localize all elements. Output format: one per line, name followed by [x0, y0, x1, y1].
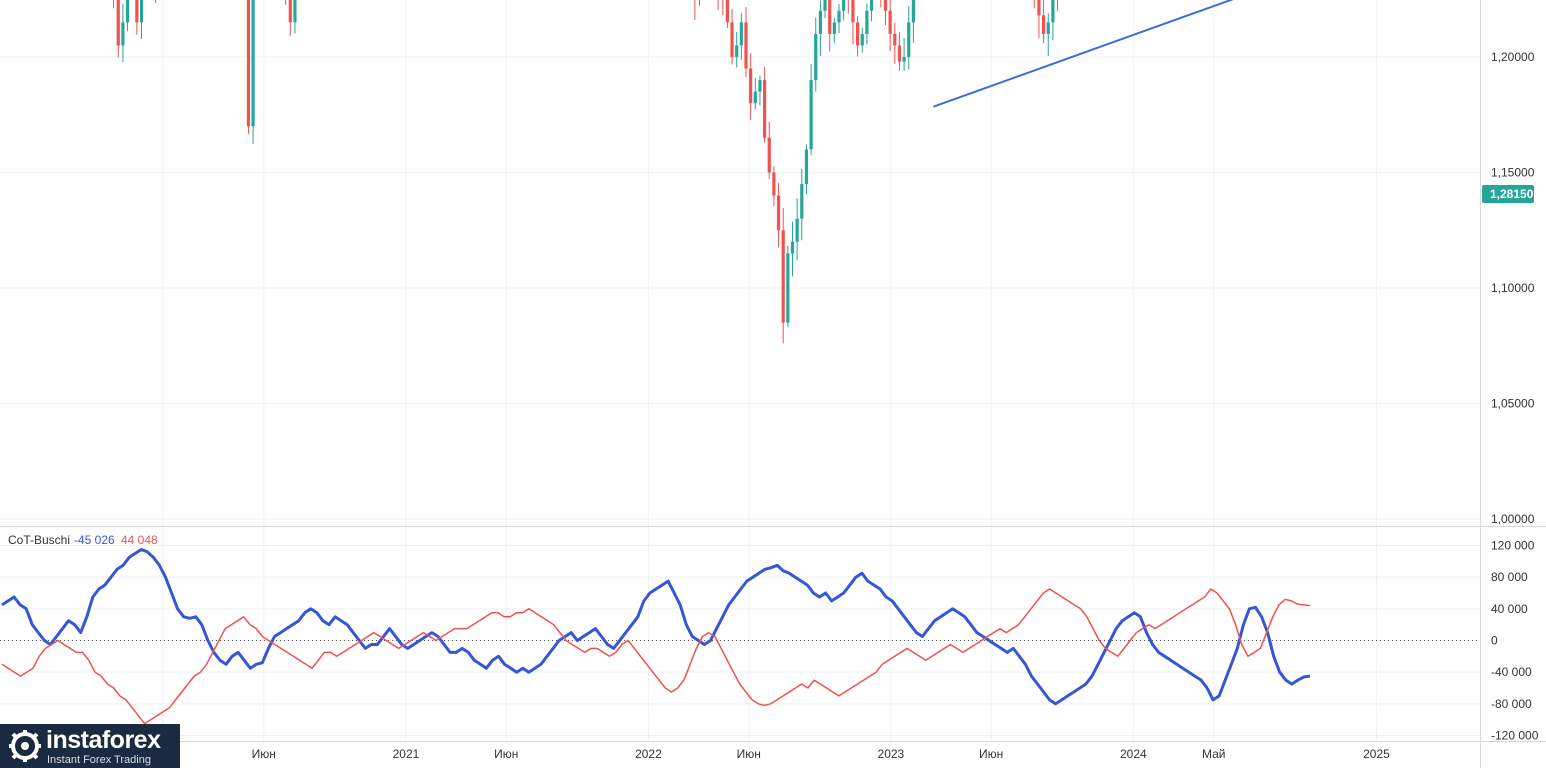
candle-body	[246, 0, 251, 127]
candle-body	[893, 33, 897, 46]
cot-line-red	[1, 588, 1311, 725]
candle-body	[1051, 0, 1055, 23]
candle-body	[795, 218, 799, 242]
time-tick-label: Июн	[494, 747, 518, 761]
candle-body	[800, 184, 804, 219]
grid	[0, 0, 1480, 741]
candle-body	[730, 22, 734, 58]
time-tick-label: 2024	[1120, 747, 1147, 761]
candle-body	[1046, 22, 1050, 34]
candle-body	[763, 80, 767, 138]
candle-body	[897, 45, 902, 62]
last-price-badge	[1482, 185, 1534, 203]
logo-tagline: Instant Forex Trading	[47, 754, 151, 766]
candle-body	[902, 57, 906, 62]
price-tick-label: 1,20000	[1491, 50, 1535, 64]
candle-body	[888, 10, 892, 34]
candle-body	[758, 80, 762, 92]
candle-body	[851, 0, 855, 23]
candle-body	[125, 0, 130, 23]
osc-tick-label: -40 000	[1491, 665, 1532, 679]
time-tick-label: 2023	[878, 747, 905, 761]
candle-body	[776, 195, 781, 231]
candle-body	[786, 253, 790, 323]
cot-line-blue	[1, 548, 1311, 706]
candle-body	[1037, 0, 1041, 16]
candle-body	[251, 0, 255, 127]
time-tick-label: Июн	[979, 747, 1003, 761]
candle-body	[790, 241, 795, 254]
time-tick-label: 2025	[1363, 747, 1390, 761]
osc-tick-label: 120 000	[1491, 539, 1535, 553]
candle-body	[883, 0, 888, 11]
last-price-marker: 1,28150	[1482, 185, 1534, 203]
candle-body	[865, 10, 869, 34]
candle-body	[837, 10, 841, 23]
osc-tick-label: -120 000	[1491, 729, 1539, 743]
candle-body	[735, 45, 739, 57]
legend-value-blue: -45 026	[74, 533, 115, 547]
legend-value-red: 44 048	[121, 533, 158, 547]
candle-body	[823, 0, 827, 11]
osc-tick-label: 80 000	[1491, 570, 1528, 584]
logo-icon	[9, 730, 41, 762]
last-price-label: 1,28150	[1490, 187, 1534, 201]
candle-body	[293, 0, 297, 23]
indicator-name: CoT-Buschi	[8, 533, 70, 547]
logo-brand: instaforex	[46, 726, 161, 754]
candle-body	[814, 33, 818, 81]
price-tick-label: 1,00000	[1491, 512, 1535, 526]
candles	[113, 0, 1059, 344]
candle-body	[911, 0, 915, 23]
price-tick-label: 1,10000	[1491, 281, 1535, 295]
oscillator-legend: CoT-Buschi -45 026 44 048	[8, 533, 158, 547]
oscillator-pane	[0, 548, 1480, 725]
price-tick-label: 1,05000	[1491, 397, 1535, 411]
candle-body	[907, 22, 911, 58]
candle-body	[781, 230, 785, 323]
candle-body	[832, 22, 836, 34]
candle-body	[809, 80, 813, 150]
candle-body	[121, 22, 125, 46]
time-tick-label: 2022	[635, 747, 662, 761]
time-tick-label: Июн	[252, 747, 276, 761]
time-tick-label: Июн	[737, 747, 761, 761]
candle-body	[753, 91, 757, 104]
candle-body	[139, 0, 144, 23]
osc-tick-label: -80 000	[1491, 697, 1532, 711]
osc-tick-label: 0	[1491, 634, 1498, 648]
time-tick-label: Май	[1202, 747, 1226, 761]
candle-body	[856, 22, 860, 46]
candle-body	[288, 0, 292, 23]
candle-body	[860, 33, 864, 46]
candle-body	[725, 0, 729, 23]
candle-body	[772, 172, 776, 196]
candle-body	[744, 22, 748, 69]
candle-body	[869, 0, 874, 11]
candle-body	[749, 68, 753, 104]
candle-body	[116, 0, 120, 46]
candle-body	[135, 0, 139, 23]
trendline-support	[933, 0, 1234, 108]
candle-body	[767, 137, 771, 173]
time-tick-label: 2021	[393, 747, 420, 761]
candle-body	[804, 149, 809, 185]
instaforex-logo: instaforex Instant Forex Trading	[0, 724, 180, 768]
trendlines	[933, 0, 1234, 108]
candle-body	[828, 0, 832, 34]
candle-body	[739, 22, 743, 46]
candle-body	[818, 10, 822, 34]
candle-body	[842, 0, 846, 11]
price-tick-label: 1,15000	[1491, 166, 1535, 180]
osc-tick-label: 40 000	[1491, 602, 1528, 616]
candle-body	[1042, 15, 1046, 34]
